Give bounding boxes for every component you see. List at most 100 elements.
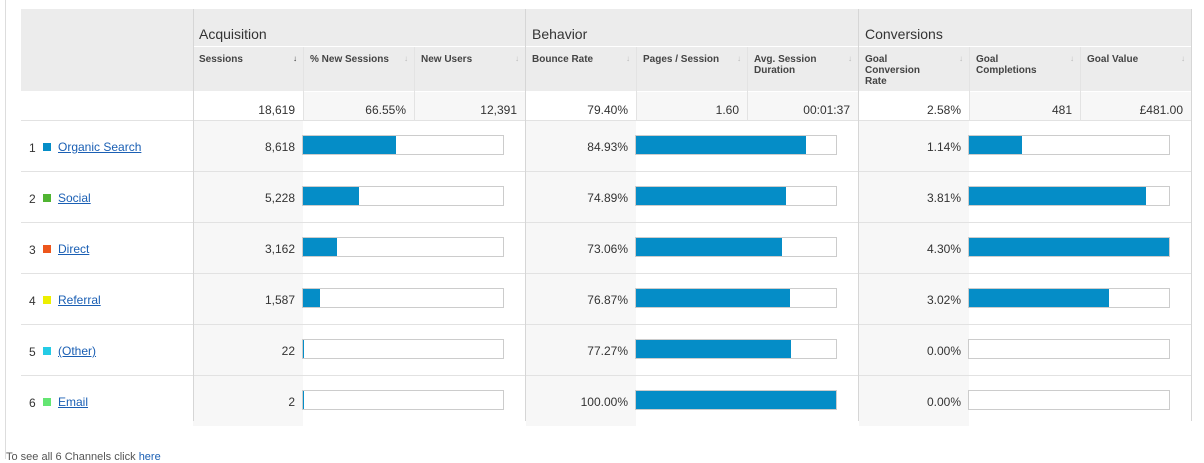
col-divider <box>303 47 304 121</box>
col-bounce-rate-label: Bounce Rate <box>532 54 594 65</box>
col-divider <box>1080 47 1081 121</box>
col-goal-completions-label: Goal Completions <box>976 54 1037 76</box>
col-pages-session-label: Pages / Session <box>643 54 720 65</box>
sort-icon[interactable]: ↓ <box>848 54 852 63</box>
bounce-cell: 76.87% <box>526 274 636 324</box>
conv-bar-cell <box>968 223 1191 273</box>
channel-color-swatch <box>43 347 51 355</box>
sessions-share-bar <box>302 186 504 206</box>
sort-icon[interactable]: ↓ <box>1181 54 1185 63</box>
conv-bar-cell <box>968 121 1191 171</box>
col-goal-completions[interactable]: Goal Completions ↓ <box>970 47 1080 91</box>
bounce-bar-cell <box>635 121 858 171</box>
total-new-sessions: 66.55% <box>304 92 414 120</box>
channel-link[interactable]: Direct <box>58 242 90 256</box>
bounce-cell: 77.27% <box>526 325 636 375</box>
col-new-sessions-label: % New Sessions <box>310 54 389 65</box>
channel-link[interactable]: Referral <box>58 293 101 307</box>
conv-cell: 3.81% <box>859 172 969 222</box>
conv-value: 3.02% <box>926 293 961 307</box>
channel-link[interactable]: Social <box>58 191 91 205</box>
col-pages-session[interactable]: Pages / Session ↓ <box>637 47 747 91</box>
bounce-cell: 73.06% <box>526 223 636 273</box>
sessions-share-fill <box>303 187 359 205</box>
col-new-users-label: New Users <box>421 54 473 65</box>
conv-bar-cell <box>968 325 1191 375</box>
bounce-bar-cell <box>635 274 858 324</box>
footer-note: To see all 6 Channels click here <box>6 451 161 463</box>
channel-link[interactable]: (Other) <box>58 344 97 358</box>
sessions-bar-cell <box>302 274 525 324</box>
row-number: 6 <box>29 396 36 410</box>
total-bounce-rate: 79.40% <box>526 92 636 120</box>
sessions-share-fill <box>303 136 396 154</box>
col-goal-conv[interactable]: Goal Conversion Rate ↓ <box>859 47 969 91</box>
total-sessions: 18,619 <box>193 92 303 120</box>
bounce-bar-cell <box>635 223 858 273</box>
channel-link[interactable]: Email <box>58 395 89 409</box>
col-divider <box>747 47 748 121</box>
table-row: 6 Email 2 100.00% 0.00% <box>21 375 1191 426</box>
channel-link[interactable]: Organic Search <box>58 140 142 154</box>
total-goal-conv-value: 2.58% <box>926 103 961 117</box>
total-avg-duration: 00:01:37 <box>748 92 858 120</box>
table-row: 3 Direct 3,162 73.06% 4.30% <box>21 222 1191 273</box>
sort-icon[interactable]: ↓ <box>1070 54 1074 63</box>
conv-cell: 3.02% <box>859 274 969 324</box>
row-number: 4 <box>29 294 36 308</box>
bounce-cell: 74.89% <box>526 172 636 222</box>
conversion-rate-fill <box>969 238 1169 256</box>
sessions-bar-cell <box>302 121 525 171</box>
conv-value: 1.14% <box>926 140 961 154</box>
conversion-rate-bar <box>968 237 1170 257</box>
sessions-bar-cell <box>302 325 525 375</box>
total-goal-conv: 2.58% <box>859 92 969 120</box>
col-sessions-label: Sessions <box>199 54 243 65</box>
col-divider <box>636 47 637 121</box>
sessions-value: 2 <box>288 395 295 409</box>
see-all-channels-link[interactable]: here <box>138 451 161 463</box>
channel-cell: 2 Social <box>21 172 193 222</box>
table-row: 2 Social 5,228 74.89% 3.81% <box>21 171 1191 222</box>
sessions-share-fill <box>303 289 320 307</box>
table-row: 4 Referral 1,587 76.87% 3.02% <box>21 273 1191 324</box>
table-row: 1 Organic Search 8,618 84.93% 1.14% <box>21 120 1191 171</box>
channel-header-blank <box>21 9 193 91</box>
col-goal-conv-label: Goal Conversion Rate <box>865 54 921 87</box>
conv-value: 0.00% <box>926 344 961 358</box>
channel-total-blank <box>21 92 193 120</box>
footer-text: To see all 6 Channels click <box>6 451 139 463</box>
sort-icon[interactable]: ↓ <box>404 54 408 63</box>
conversion-rate-bar <box>968 288 1170 308</box>
sessions-share-bar <box>302 237 504 257</box>
conv-bar-cell <box>968 172 1191 222</box>
conversion-rate-bar <box>968 339 1170 359</box>
col-sessions[interactable]: Sessions ↓ <box>193 47 303 91</box>
bounce-value: 73.06% <box>587 242 628 256</box>
col-avg-duration[interactable]: Avg. Session Duration ↓ <box>748 47 858 91</box>
conv-bar-cell <box>968 274 1191 324</box>
bounce-cell: 84.93% <box>526 121 636 171</box>
sessions-share-bar <box>302 390 504 410</box>
total-goal-completions-value: 481 <box>1051 103 1072 117</box>
sort-icon[interactable]: ↓ <box>626 54 630 63</box>
col-divider <box>525 9 526 421</box>
conversion-rate-bar <box>968 186 1170 206</box>
total-new-sessions-value: 66.55% <box>365 103 406 117</box>
col-new-users[interactable]: New Users ↓ <box>415 47 525 91</box>
channel-cell: 4 Referral <box>21 274 193 324</box>
sessions-value: 8,618 <box>264 140 295 154</box>
sort-desc-icon[interactable]: ↓ <box>293 54 297 63</box>
conversion-rate-bar <box>968 135 1170 155</box>
sort-icon[interactable]: ↓ <box>515 54 519 63</box>
col-bounce-rate[interactable]: Bounce Rate ↓ <box>526 47 636 91</box>
conversion-rate-fill <box>969 187 1146 205</box>
total-avg-duration-value: 00:01:37 <box>803 103 850 117</box>
col-new-sessions[interactable]: % New Sessions ↓ <box>304 47 414 91</box>
sort-icon[interactable]: ↓ <box>737 54 741 63</box>
total-bounce-rate-value: 79.40% <box>587 103 628 117</box>
col-goal-value[interactable]: Goal Value ↓ <box>1081 47 1191 91</box>
sort-icon[interactable]: ↓ <box>959 54 963 63</box>
sessions-share-fill <box>303 238 337 256</box>
